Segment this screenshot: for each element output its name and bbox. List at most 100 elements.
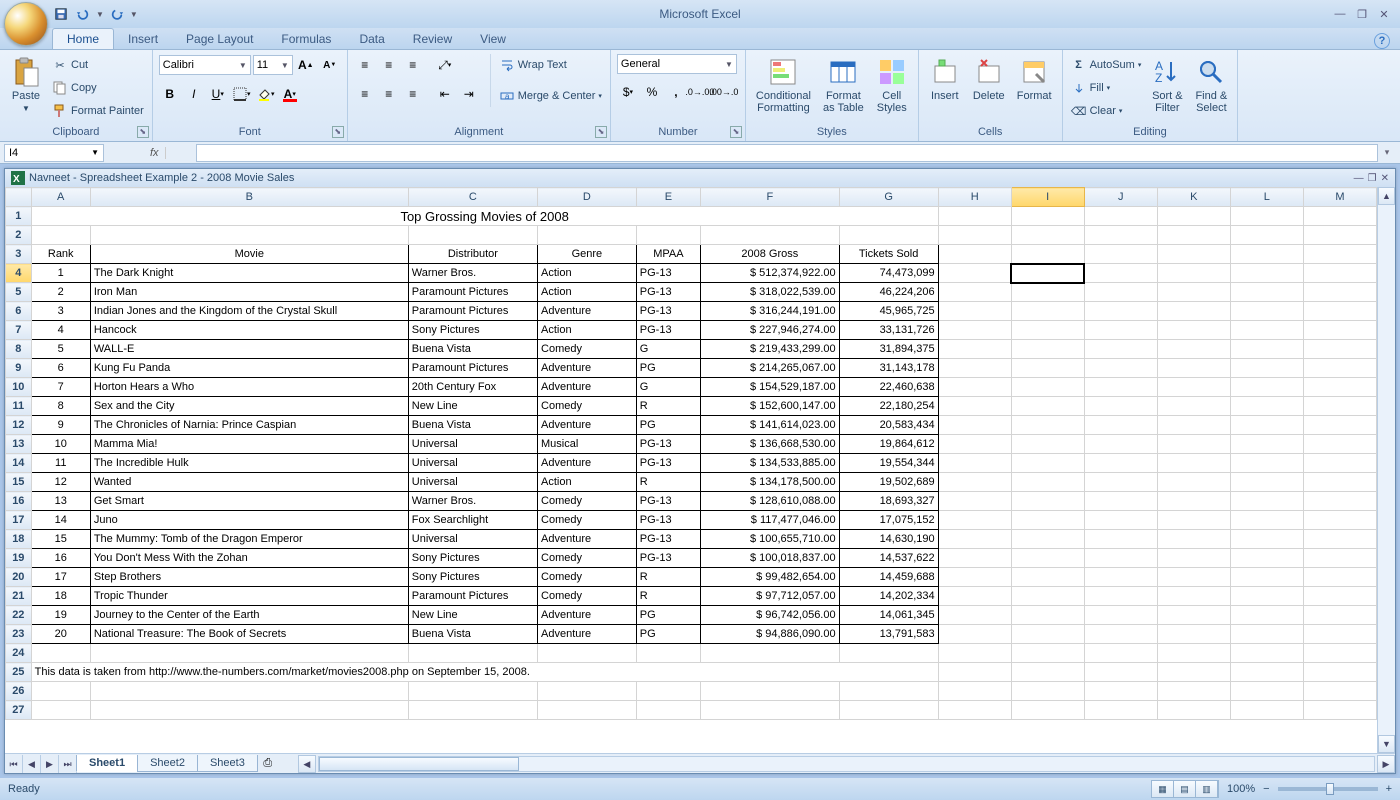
cell-K24[interactable] xyxy=(1157,644,1230,663)
cell-A12[interactable]: 9 xyxy=(31,416,90,435)
cell-C26[interactable] xyxy=(408,682,537,701)
grow-font-icon[interactable]: A▲ xyxy=(295,54,317,76)
cell-B14[interactable]: The Incredible Hulk xyxy=(90,454,408,473)
tab-insert[interactable]: Insert xyxy=(114,29,172,49)
cell-F17[interactable]: $ 117,477,046.00 xyxy=(701,511,840,530)
cell-J13[interactable] xyxy=(1084,435,1157,454)
zoom-out-icon[interactable]: − xyxy=(1263,783,1269,795)
cell-D18[interactable]: Adventure xyxy=(538,530,637,549)
cell-E18[interactable]: PG-13 xyxy=(636,530,700,549)
cell-J20[interactable] xyxy=(1084,568,1157,587)
orientation-icon[interactable]: ⤢▾ xyxy=(434,54,456,76)
cell-G7[interactable]: 33,131,726 xyxy=(839,321,938,340)
cell-A18[interactable]: 15 xyxy=(31,530,90,549)
cell-M3[interactable] xyxy=(1303,245,1376,264)
cell-I8[interactable] xyxy=(1011,340,1084,359)
cell-K13[interactable] xyxy=(1157,435,1230,454)
cell-B8[interactable]: WALL-E xyxy=(90,340,408,359)
cell-B18[interactable]: The Mummy: Tomb of the Dragon Emperor xyxy=(90,530,408,549)
cell-A19[interactable]: 16 xyxy=(31,549,90,568)
cell-H16[interactable] xyxy=(938,492,1011,511)
cell-F10[interactable]: $ 154,529,187.00 xyxy=(701,378,840,397)
decrease-decimal-icon[interactable]: .00→.0 xyxy=(713,81,735,103)
cell-F18[interactable]: $ 100,655,710.00 xyxy=(701,530,840,549)
cell-F7[interactable]: $ 227,946,274.00 xyxy=(701,321,840,340)
wb-close-button[interactable]: ✕ xyxy=(1381,173,1389,184)
formula-expand-icon[interactable]: ▾ xyxy=(1378,147,1396,158)
cell-F4[interactable]: $ 512,374,922.00 xyxy=(701,264,840,283)
cell-I10[interactable] xyxy=(1011,378,1084,397)
cell-B26[interactable] xyxy=(90,682,408,701)
cell-C22[interactable]: New Line xyxy=(408,606,537,625)
cell-D13[interactable]: Musical xyxy=(538,435,637,454)
row-header-21[interactable]: 21 xyxy=(6,587,32,606)
scroll-right-icon[interactable]: ▶ xyxy=(1377,755,1395,773)
tab-nav-next-icon[interactable]: ▶ xyxy=(41,755,59,773)
wrap-text-button[interactable]: Wrap Text xyxy=(497,54,604,76)
cell-E27[interactable] xyxy=(636,701,700,720)
cell-H1[interactable] xyxy=(938,207,1011,226)
cell-I25[interactable] xyxy=(1011,663,1084,682)
cell-F5[interactable]: $ 318,022,539.00 xyxy=(701,283,840,302)
cell-H15[interactable] xyxy=(938,473,1011,492)
col-header-D[interactable]: D xyxy=(538,188,637,207)
fx-icon[interactable]: fx xyxy=(144,147,166,159)
cell-H4[interactable] xyxy=(938,264,1011,283)
cell-A21[interactable]: 18 xyxy=(31,587,90,606)
row-header-19[interactable]: 19 xyxy=(6,549,32,568)
cell-K15[interactable] xyxy=(1157,473,1230,492)
row-header-16[interactable]: 16 xyxy=(6,492,32,511)
cell-M4[interactable] xyxy=(1303,264,1376,283)
decrease-indent-icon[interactable]: ⇤ xyxy=(434,83,456,105)
cell-L1[interactable] xyxy=(1230,207,1303,226)
tab-page-layout[interactable]: Page Layout xyxy=(172,29,267,49)
cell-G26[interactable] xyxy=(839,682,938,701)
cell-I4[interactable] xyxy=(1011,264,1084,283)
cell-C15[interactable]: Universal xyxy=(408,473,537,492)
page-layout-view-icon[interactable]: ▤ xyxy=(1174,781,1196,797)
cell-H26[interactable] xyxy=(938,682,1011,701)
cell-C2[interactable] xyxy=(408,226,537,245)
tab-view[interactable]: View xyxy=(466,29,520,49)
cell-D21[interactable]: Comedy xyxy=(538,587,637,606)
cell-L11[interactable] xyxy=(1230,397,1303,416)
row-header-10[interactable]: 10 xyxy=(6,378,32,397)
cell-I27[interactable] xyxy=(1011,701,1084,720)
cell-E5[interactable]: PG-13 xyxy=(636,283,700,302)
cell-J7[interactable] xyxy=(1084,321,1157,340)
cell-D4[interactable]: Action xyxy=(538,264,637,283)
cell-M27[interactable] xyxy=(1303,701,1376,720)
cell-K20[interactable] xyxy=(1157,568,1230,587)
cell-H7[interactable] xyxy=(938,321,1011,340)
cell-M2[interactable] xyxy=(1303,226,1376,245)
cell-D19[interactable]: Comedy xyxy=(538,549,637,568)
cut-button[interactable]: ✂Cut xyxy=(50,54,146,76)
cell-L26[interactable] xyxy=(1230,682,1303,701)
cell-C14[interactable]: Universal xyxy=(408,454,537,473)
cell-D14[interactable]: Adventure xyxy=(538,454,637,473)
cell-A16[interactable]: 13 xyxy=(31,492,90,511)
cell-C24[interactable] xyxy=(408,644,537,663)
cell-G19[interactable]: 14,537,622 xyxy=(839,549,938,568)
cell-A27[interactable] xyxy=(31,701,90,720)
cell-B5[interactable]: Iron Man xyxy=(90,283,408,302)
cell-I5[interactable] xyxy=(1011,283,1084,302)
cell-B6[interactable]: Indian Jones and the Kingdom of the Crys… xyxy=(90,302,408,321)
align-left-icon[interactable]: ≡ xyxy=(354,83,376,105)
cell-E3[interactable]: MPAA xyxy=(636,245,700,264)
cell-K21[interactable] xyxy=(1157,587,1230,606)
cell-M6[interactable] xyxy=(1303,302,1376,321)
cell-C13[interactable]: Universal xyxy=(408,435,537,454)
cell-D3[interactable]: Genre xyxy=(538,245,637,264)
cell-M14[interactable] xyxy=(1303,454,1376,473)
cell-C6[interactable]: Paramount Pictures xyxy=(408,302,537,321)
cell-K27[interactable] xyxy=(1157,701,1230,720)
cell-L18[interactable] xyxy=(1230,530,1303,549)
cell-I19[interactable] xyxy=(1011,549,1084,568)
row-header-24[interactable]: 24 xyxy=(6,644,32,663)
tab-review[interactable]: Review xyxy=(399,29,466,49)
cell-B17[interactable]: Juno xyxy=(90,511,408,530)
cell-G24[interactable] xyxy=(839,644,938,663)
cell-H24[interactable] xyxy=(938,644,1011,663)
cell-H13[interactable] xyxy=(938,435,1011,454)
